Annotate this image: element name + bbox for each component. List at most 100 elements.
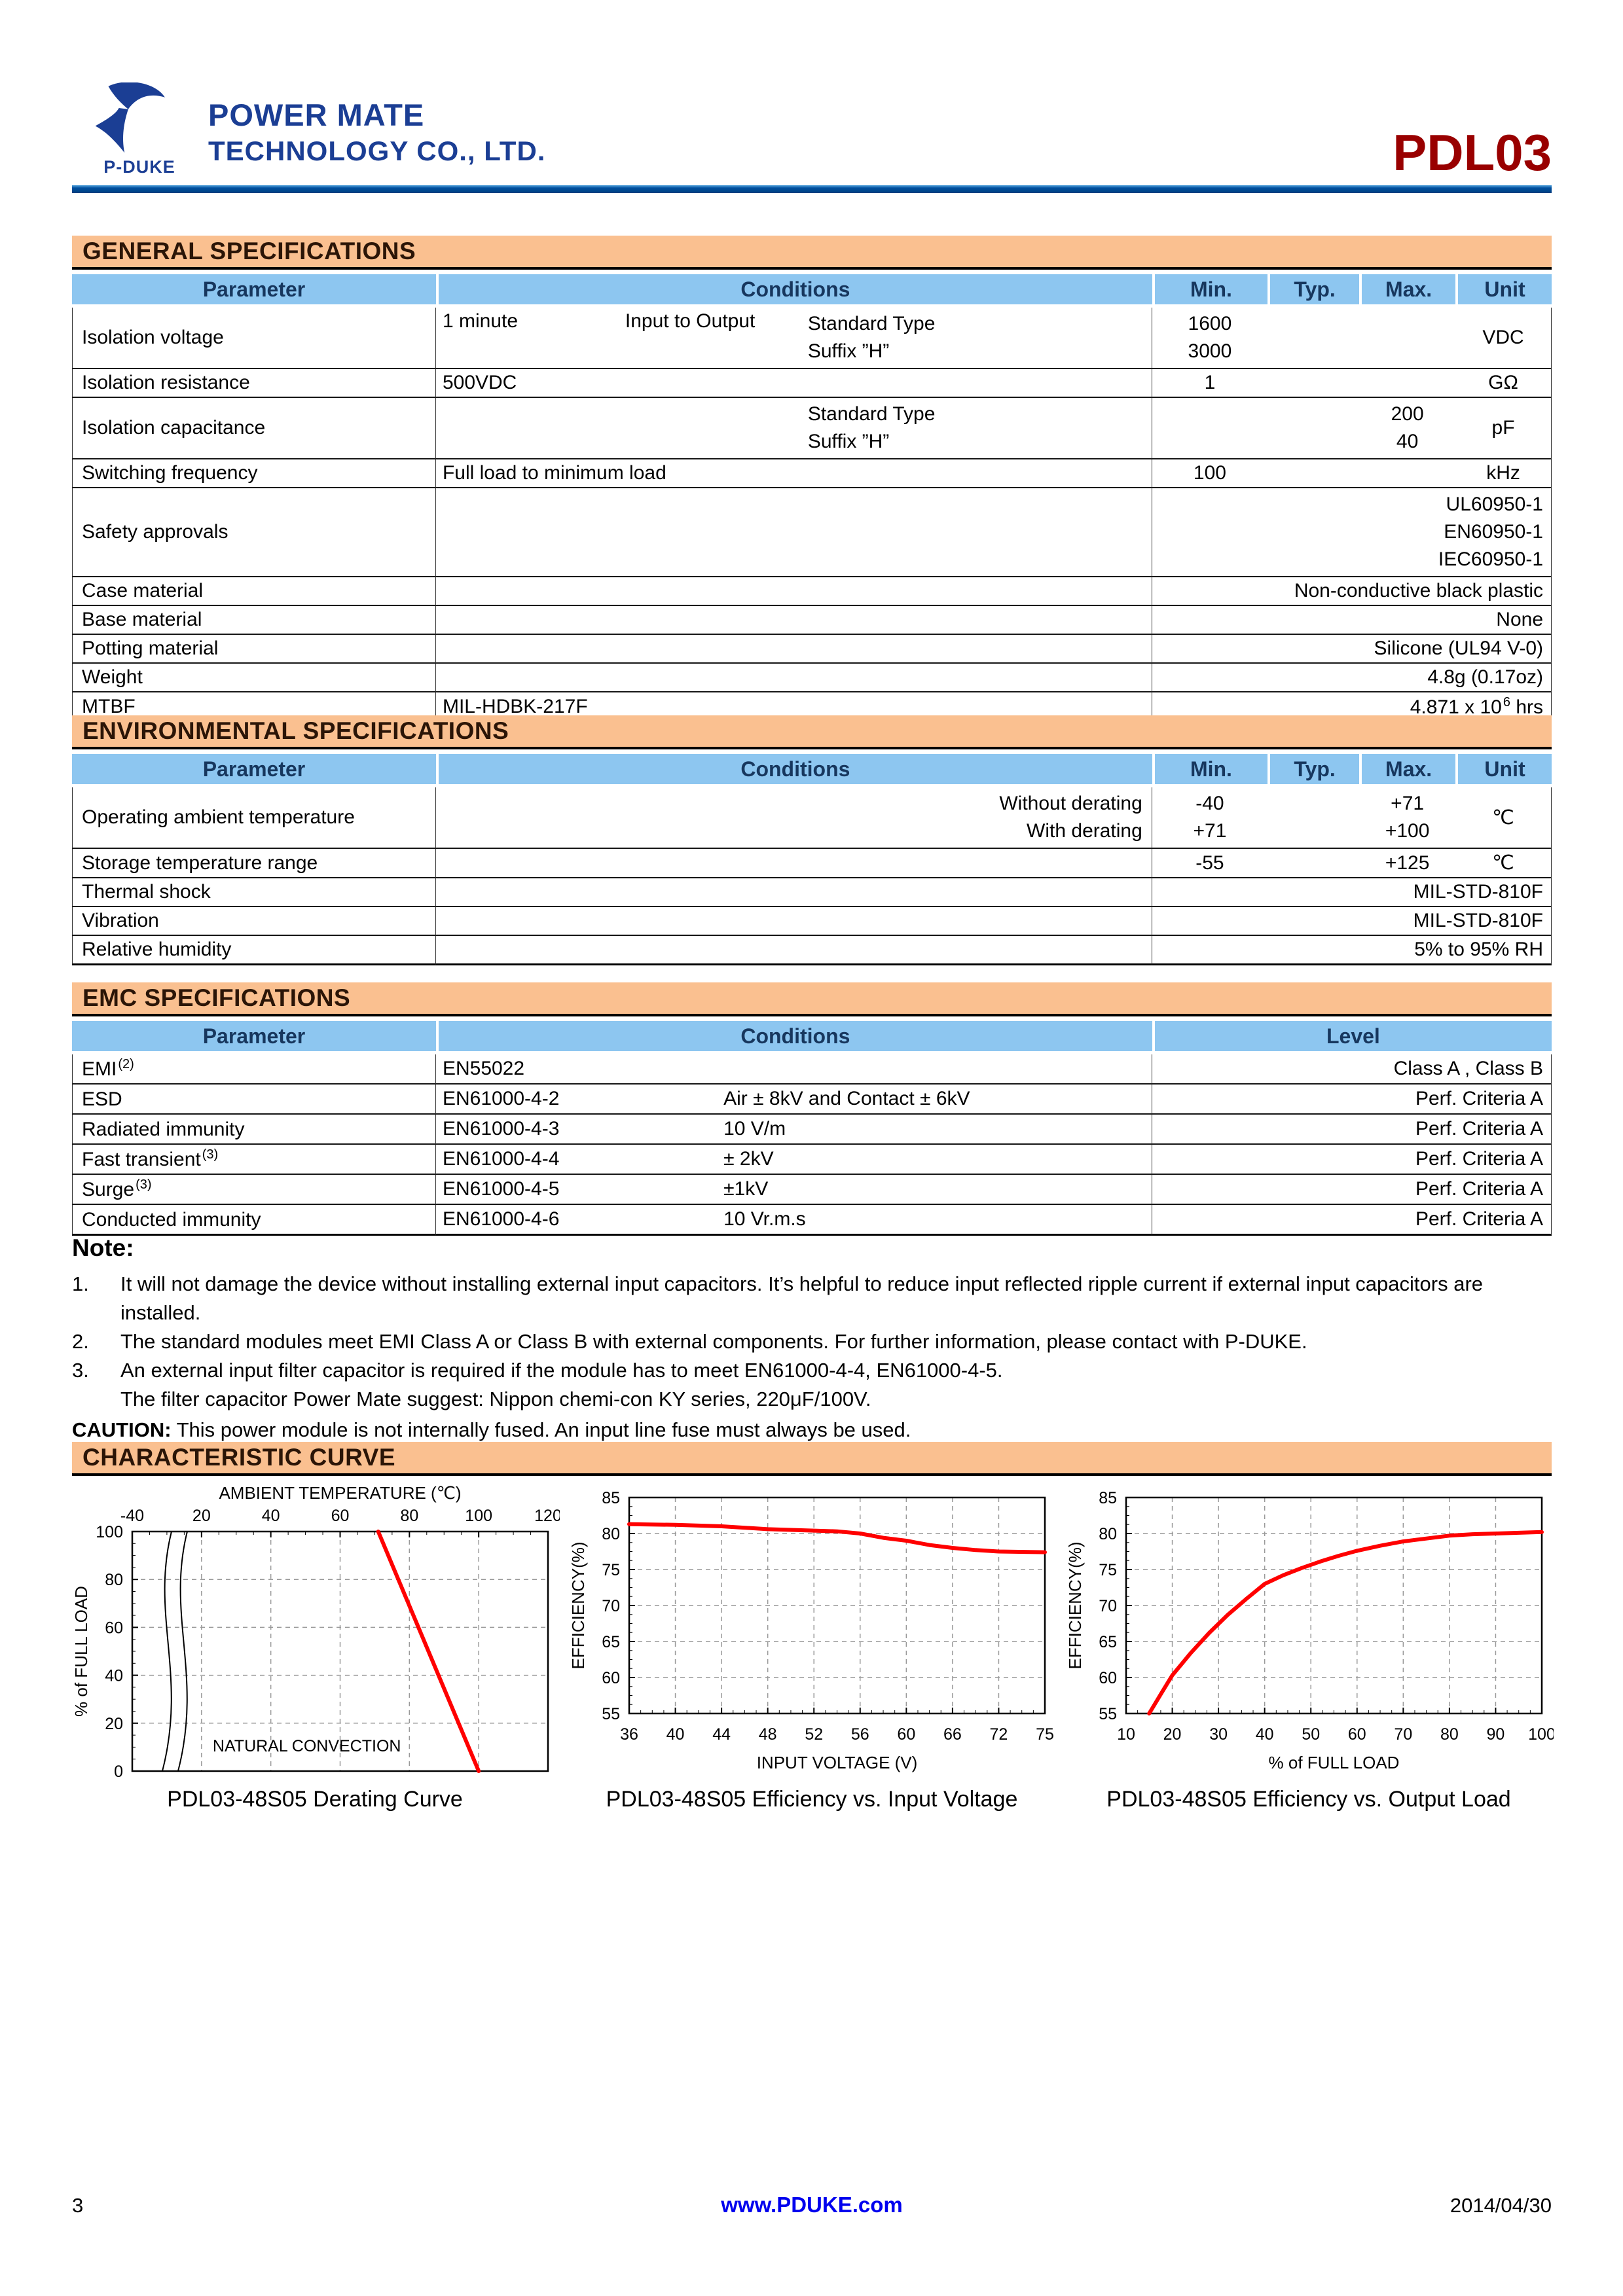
svg-text:52: 52 <box>805 1725 823 1744</box>
col-min: Min. <box>1152 274 1268 308</box>
cell-parameter: Switching frequency <box>72 459 436 488</box>
svg-text:50: 50 <box>1302 1725 1320 1744</box>
pduke-logo-icon <box>95 82 165 153</box>
website-link[interactable]: www.PDUKE.com <box>721 2193 903 2217</box>
note-item: 3. An external input filter capacitor is… <box>72 1359 1003 1410</box>
table-row: Isolation voltage 1 minute Input to Outp… <box>72 308 1552 369</box>
cell-level: Perf. Criteria A <box>1152 1175 1552 1205</box>
cell-conditions: Without derating With derating <box>435 787 1152 849</box>
cell-parameter: Base material <box>72 606 436 635</box>
svg-text:60: 60 <box>331 1507 350 1525</box>
cell-value: MIL-STD-810F <box>1152 907 1552 936</box>
cell-value: 4.871 x 10 6 hrs <box>1152 692 1552 723</box>
table-row: Vibration MIL-STD-810F <box>72 907 1552 936</box>
col-conditions: Conditions <box>435 1021 1152 1054</box>
cell-typ <box>1267 308 1360 369</box>
svg-text:EFFICIENCY(%): EFFICIENCY(%) <box>568 1542 588 1670</box>
table-header-row: Parameter Conditions Level <box>72 1021 1552 1054</box>
general-specifications-section: GENERAL SPECIFICATIONS Parameter Conditi… <box>72 236 1552 723</box>
cell-min: -55 <box>1152 849 1268 878</box>
cell-parameter: Case material <box>72 577 436 606</box>
svg-text:100: 100 <box>96 1523 123 1541</box>
table-row: Potting material Silicone (UL94 V-0) <box>72 635 1552 664</box>
svg-text:0: 0 <box>114 1763 123 1781</box>
caution-line: CAUTION: This power module is not intern… <box>72 1418 911 1441</box>
svg-text:80: 80 <box>400 1507 418 1525</box>
company-name-line1: POWER MATE <box>208 98 425 132</box>
cell-max <box>1359 308 1456 369</box>
cell-parameter: ESD <box>72 1085 436 1115</box>
svg-text:56: 56 <box>851 1725 869 1744</box>
col-typ: Typ. <box>1267 754 1360 787</box>
svg-text:55: 55 <box>602 1705 620 1723</box>
svg-text:30: 30 <box>1209 1725 1228 1744</box>
cell-unit: VDC <box>1455 308 1552 369</box>
col-level: Level <box>1152 1021 1552 1054</box>
cell-parameter: Conducted immunity <box>72 1205 436 1236</box>
general-specifications-table: Parameter Conditions Min. Typ. Max. Unit… <box>72 274 1552 723</box>
col-typ: Typ. <box>1267 274 1360 308</box>
company-name: POWER MATE TECHNOLOGY CO., LTD. <box>208 82 545 167</box>
cell-conditions <box>435 664 1152 692</box>
svg-text:85: 85 <box>1099 1489 1117 1507</box>
col-parameter: Parameter <box>72 274 436 308</box>
svg-text:120: 120 <box>534 1507 560 1525</box>
svg-text:NATURAL CONVECTION: NATURAL CONVECTION <box>213 1737 401 1755</box>
cell-parameter: Safety approvals <box>72 488 436 577</box>
svg-text:INPUT VOLTAGE (V): INPUT VOLTAGE (V) <box>757 1753 918 1772</box>
cell-parameter: Weight <box>72 664 436 692</box>
cell-value: UL60950-1 EN60950-1 IEC60950-1 <box>1152 488 1552 577</box>
chart-caption: PDL03-48S05 Efficiency vs. Input Voltage <box>606 1787 1018 1812</box>
table-row: Operating ambient temperature Without de… <box>72 787 1552 849</box>
table-row: Safety approvals UL60950-1 EN60950-1 IEC… <box>72 488 1552 577</box>
cell-conditions <box>435 606 1152 635</box>
table-row: Relative humidity 5% to 95% RH <box>72 936 1552 965</box>
cell-conditions: Standard Type Suffix ”H” <box>435 398 1152 459</box>
cell-value: MIL-STD-810F <box>1152 878 1552 907</box>
section-title-general: GENERAL SPECIFICATIONS <box>72 236 1552 267</box>
cell-conditions: 1 minute Input to Output Standard Type Su… <box>435 308 1152 369</box>
cell-min: 1 <box>1152 369 1268 398</box>
characteristic-curve-section: CHARACTERISTIC CURVE <box>72 1442 1552 1480</box>
svg-text:44: 44 <box>712 1725 731 1744</box>
svg-text:20: 20 <box>192 1507 211 1525</box>
table-row: Isolation capacitance Standard Type Suffi… <box>72 398 1552 459</box>
table-row: Conducted immunity EN61000-4-6 10 Vr.m.s … <box>72 1205 1552 1236</box>
svg-text:75: 75 <box>1099 1561 1117 1579</box>
svg-text:65: 65 <box>1099 1633 1117 1651</box>
page-footer: 3 www.PDUKE.com 2014/04/30 <box>72 2193 1552 2217</box>
efficiency-vs-output-load-chart: 10 20 30 40 50 60 70 80 90 100 55 60 65 70 75 80 85 % of … <box>1065 1489 1554 1772</box>
svg-text:48: 48 <box>759 1725 777 1744</box>
col-min: Min. <box>1152 754 1268 787</box>
svg-text:100: 100 <box>465 1507 492 1525</box>
cell-value: 4.8g (0.17oz) <box>1152 664 1552 692</box>
table-row: Storage temperature range -55 +125 ℃ <box>72 849 1552 878</box>
svg-text:90: 90 <box>1487 1725 1505 1744</box>
svg-text:75: 75 <box>1036 1725 1054 1744</box>
section-rule <box>72 1014 1552 1016</box>
cell-min: 1600 3000 <box>1152 308 1268 369</box>
cell-max <box>1359 369 1456 398</box>
cell-conditions: EN61000-4-4 ± 2kV <box>435 1145 1152 1175</box>
cell-unit: pF <box>1455 398 1552 459</box>
svg-text:70: 70 <box>1099 1597 1117 1615</box>
table-row: Thermal shock MIL-STD-810F <box>72 878 1552 907</box>
cell-parameter: Thermal shock <box>72 878 436 907</box>
cell-typ <box>1267 787 1360 849</box>
company-name-line2: TECHNOLOGY CO., LTD. <box>208 135 546 166</box>
cell-parameter: Isolation voltage <box>72 308 436 369</box>
section-title-emc: EMC SPECIFICATIONS <box>72 982 1552 1014</box>
cell-max: 200 40 <box>1359 398 1456 459</box>
cell-unit: kHz <box>1455 459 1552 488</box>
section-rule <box>72 1473 1552 1476</box>
section-rule <box>72 267 1552 270</box>
cell-level: Perf. Criteria A <box>1152 1205 1552 1236</box>
svg-text:10: 10 <box>1117 1725 1135 1744</box>
col-max: Max. <box>1359 754 1456 787</box>
svg-text:60: 60 <box>897 1725 915 1744</box>
table-header-row: Parameter Conditions Min. Typ. Max. Unit <box>72 274 1552 308</box>
cell-typ <box>1267 398 1360 459</box>
cell-conditions: EN61000-4-5 ±1kV <box>435 1175 1152 1205</box>
characteristic-charts: -40 20 40 60 80 100 120 0 20 40 60 80 100 AMBIENT TEM… <box>69 1480 1554 1812</box>
